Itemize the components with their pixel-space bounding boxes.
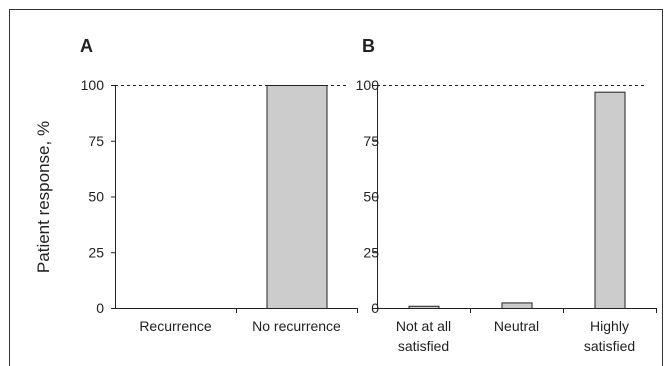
y-tick-label: 50 (363, 189, 379, 205)
y-tick-label: 75 (363, 133, 379, 149)
panel-b-label: B (362, 36, 375, 56)
panel-a: A 0 25 50 75 100 Recurrence No recurrence (80, 36, 358, 334)
x-tick-label: Not at all satisfied (396, 318, 451, 354)
bar (266, 85, 328, 309)
bar (408, 305, 440, 309)
y-tick-label: 50 (88, 189, 104, 205)
x-tick-label: Recurrence (139, 318, 212, 334)
y-axis-label: Patient response, % (34, 121, 53, 273)
y-tick-label: 100 (356, 77, 380, 93)
y-tick-label: 75 (88, 133, 104, 149)
panel-b: B 0 25 50 75 100 Not at all satisfied Neutral Hi… (356, 36, 657, 354)
x-tick-label: Neutral (494, 318, 539, 334)
y-tick-label: 0 (371, 300, 379, 316)
y-tick-label: 25 (363, 244, 379, 260)
x-tick-label: Highly satisfied (584, 318, 635, 354)
y-tick-label: 100 (81, 77, 105, 93)
panel-a-label: A (80, 36, 93, 56)
bar (594, 91, 626, 309)
y-tick-label: 0 (96, 300, 104, 316)
y-tick-label: 25 (88, 244, 104, 260)
x-tick-label: No recurrence (252, 318, 341, 334)
figure-frame (9, 9, 663, 366)
bar (501, 302, 533, 309)
